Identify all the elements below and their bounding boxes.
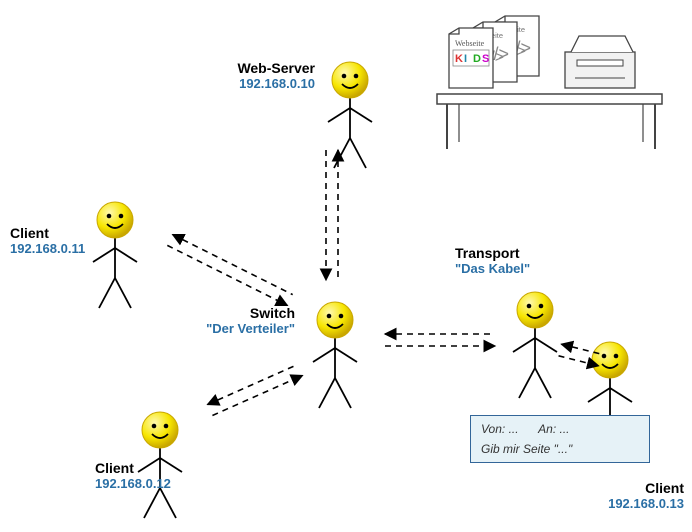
note-to: An: ... [538,422,569,436]
svg-text:D: D [473,53,481,65]
webserver-label-block: Web-Server 192.168.0.10 [210,60,315,91]
switch-figure [313,302,357,408]
transport-figure [513,292,557,398]
svg-text:S: S [482,53,489,65]
transport-sub: "Das Kabel" [455,261,530,276]
client11-title: Client [10,225,85,241]
webserver-title: Web-Server [210,60,315,76]
svg-text:</>: </> [505,38,531,58]
webserver-ip: 192.168.0.10 [210,76,315,91]
request-note: Von: ... An: ... Gib mir Seite "..." [470,415,650,463]
note-line1: Von: ... An: ... [481,422,639,436]
note-line2: Gib mir Seite "..." [481,442,639,456]
client13-title: Client [608,480,684,496]
switch-label-block: Switch "Der Verteiler" [200,305,295,336]
switch-sub: "Der Verteiler" [200,321,295,336]
transport-title: Transport [455,245,530,261]
svg-text:</>: </> [483,44,509,64]
transport-label-block: Transport "Das Kabel" [455,245,530,276]
diagram-stage: bseite</></>bseite</></>WebseiteKIDS Web… [0,0,692,532]
client12-title: Client [95,460,171,476]
svg-text:bseite: bseite [505,25,525,34]
client12-ip: 192.168.0.12 [95,476,171,491]
svg-text:I: I [464,53,467,65]
client11-label-block: Client 192.168.0.11 [10,225,85,256]
client13-ip: 192.168.0.13 [608,496,684,511]
switch-title: Switch [200,305,295,321]
svg-text:K: K [455,53,463,65]
client13-label-block: Client 192.168.0.13 [608,480,684,511]
client12-label-block: Client 192.168.0.12 [95,460,171,491]
note-from: Von: ... [481,422,519,436]
svg-text:bseite: bseite [483,31,503,40]
client11-ip: 192.168.0.11 [10,241,85,256]
client11-figure [93,202,137,308]
svg-text:Webseite: Webseite [455,39,485,48]
svg-text:</>: </> [481,49,504,66]
svg-text:</>: </> [503,43,526,60]
webserver-figure [328,62,372,168]
server-graphic: bseite</></>bseite</></>WebseiteKIDS [437,16,662,149]
